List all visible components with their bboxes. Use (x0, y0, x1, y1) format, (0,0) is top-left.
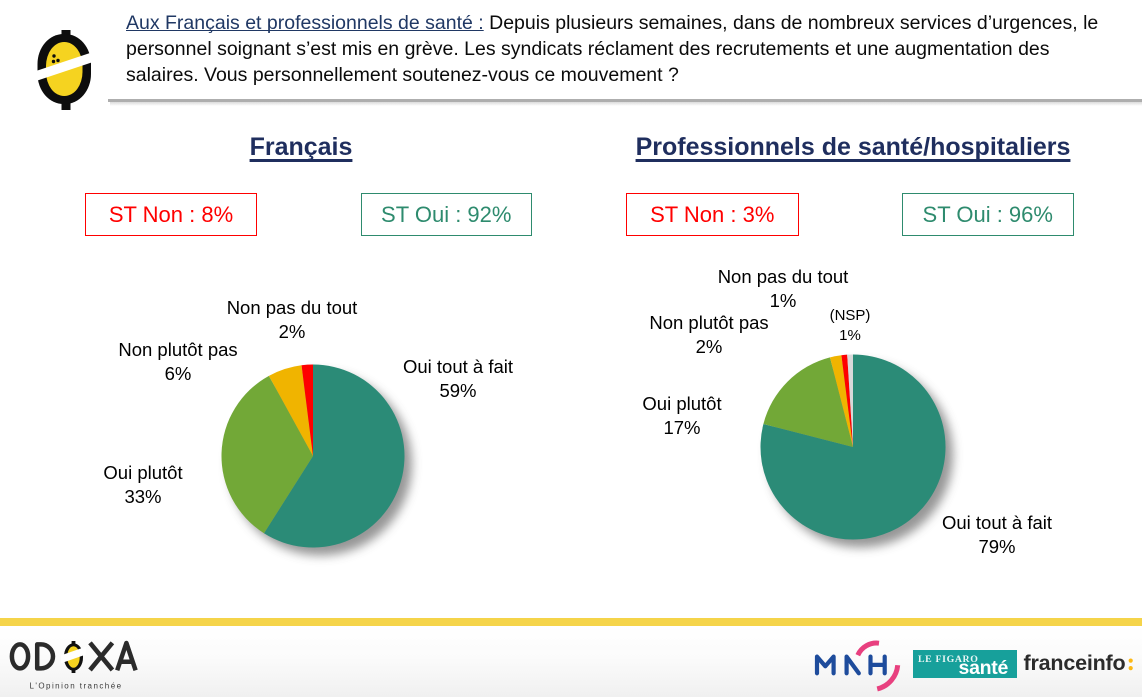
svg-text:L'Opinion tranchée: L'Opinion tranchée (30, 681, 123, 690)
svg-text:franceinfo: franceinfo (1024, 651, 1126, 675)
svg-text:LE FIGARO: LE FIGARO (918, 654, 979, 665)
svg-text:santé: santé (959, 657, 1009, 679)
